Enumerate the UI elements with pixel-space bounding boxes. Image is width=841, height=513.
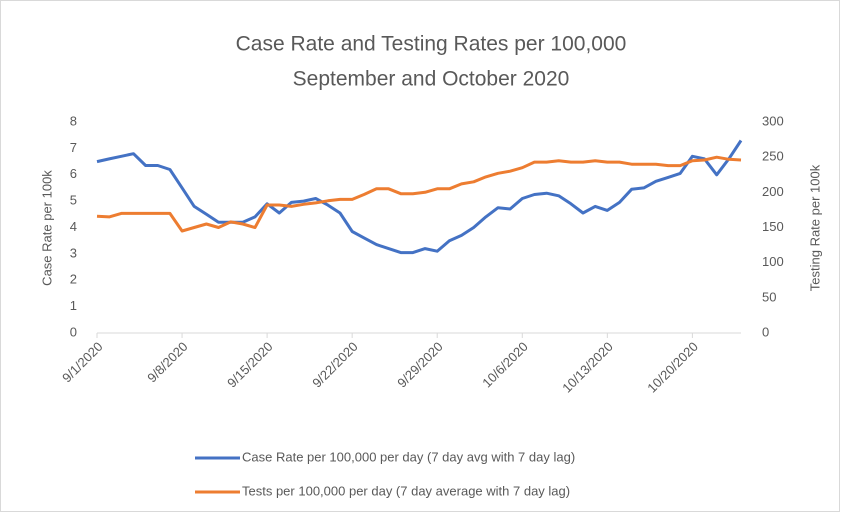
y2-tick-label: 200 [762,184,784,199]
series-line [96,155,742,233]
y2-tick-label: 100 [762,254,784,269]
y2-tick-label: 300 [762,113,784,128]
y2-tick-label: 50 [762,289,776,304]
y-tick-label: 3 [70,245,77,260]
legend-label: Tests per 100,000 per day (7 day average… [242,483,570,498]
y-tick-label: 7 [70,140,77,155]
y-tick-label: 6 [70,166,77,181]
y2-tick-label: 0 [762,324,769,339]
y-tick-label: 8 [70,113,77,128]
y-tick-label: 4 [70,219,77,234]
y-tick-label: 5 [70,193,77,208]
legend-label: Case Rate per 100,000 per day (7 day avg… [242,449,575,464]
y-tick-label: 0 [70,324,77,339]
y-tick-label: 1 [70,298,77,313]
y-axis-title: Case Rate per 100k [39,170,54,286]
y-tick-label: 2 [70,272,77,287]
chart-subtitle: September and October 2020 [293,68,570,91]
series-line [96,139,743,255]
y2-axis-title: Testing Rate per 100k [807,164,822,291]
y2-tick-label: 150 [762,219,784,234]
chart-title: Case Rate and Testing Rates per 100,000 [236,33,627,56]
y2-tick-label: 250 [762,149,784,164]
